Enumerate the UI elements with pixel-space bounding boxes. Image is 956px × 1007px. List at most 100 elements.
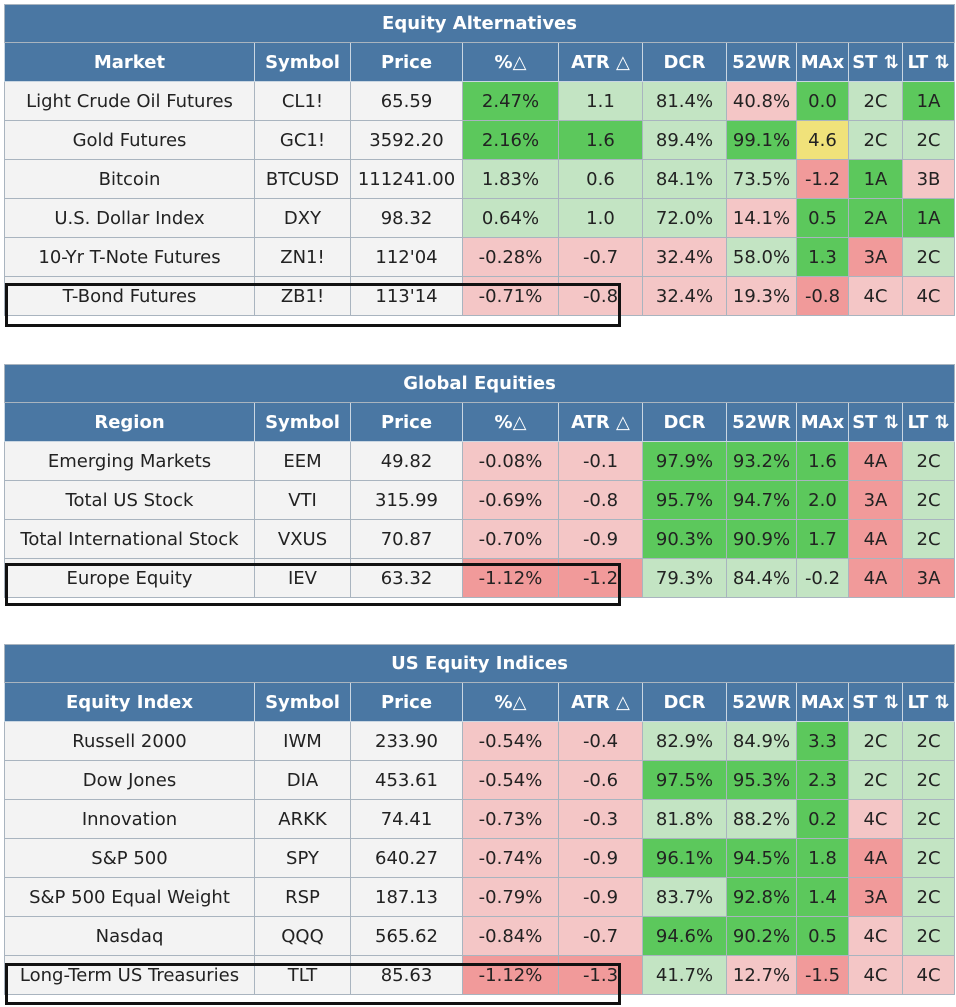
dcr-cell: 83.7% [642, 877, 727, 917]
pct-change-cell: -0.08% [462, 441, 559, 481]
name-cell: Nasdaq [4, 916, 255, 956]
column-header[interactable]: Market [4, 42, 255, 82]
price-cell: 85.63 [350, 955, 463, 995]
52wr-cell: 90.2% [726, 916, 797, 956]
column-header[interactable]: MAx [796, 682, 849, 722]
atr-change-cell: -1.2 [558, 558, 643, 598]
column-header[interactable]: Symbol [254, 42, 351, 82]
column-header[interactable]: ST ⇅ [848, 682, 903, 722]
table-row: Dow Jones DIA 453.61 -0.54% -0.6 97.5% 95.3% 2.… [4, 760, 956, 800]
column-header[interactable]: %△ [462, 42, 559, 82]
pct-change-cell: -0.28% [462, 237, 559, 277]
table-row: Long-Term US Treasuries TLT 85.63 -1.12% -1.… [4, 955, 956, 995]
52wr-cell: 58.0% [726, 237, 797, 277]
st-cell: 4A [848, 441, 903, 481]
atr-change-cell: -0.7 [558, 916, 643, 956]
table-row: S&P 500 SPY 640.27 -0.74% -0.9 96.1% 94.5% 1.8 4… [4, 838, 956, 878]
52wr-cell: 95.3% [726, 760, 797, 800]
section-us-equity-indices: US Equity Indices Equity Index Symbol Price… [3, 644, 956, 995]
column-header[interactable]: 52WR [726, 402, 797, 442]
dcr-cell: 32.4% [642, 276, 727, 316]
max-cell: 1.3 [796, 237, 849, 277]
st-cell: 4C [848, 916, 903, 956]
atr-change-cell: -0.9 [558, 519, 643, 559]
column-header[interactable]: MAx [796, 402, 849, 442]
symbol-cell: DIA [254, 760, 351, 800]
dcr-cell: 89.4% [642, 120, 727, 160]
data-table: Equity Alternatives Market Symbol Price %△ AT… [3, 4, 956, 316]
52wr-cell: 88.2% [726, 799, 797, 839]
max-cell: 2.0 [796, 480, 849, 520]
52wr-cell: 92.8% [726, 877, 797, 917]
column-header[interactable]: %△ [462, 402, 559, 442]
pct-change-cell: -0.74% [462, 838, 559, 878]
pct-change-cell: -0.70% [462, 519, 559, 559]
column-header[interactable]: DCR [642, 682, 727, 722]
column-header[interactable]: ST ⇅ [848, 402, 903, 442]
symbol-cell: QQQ [254, 916, 351, 956]
column-header[interactable]: ST ⇅ [848, 42, 903, 82]
column-header[interactable]: Region [4, 402, 255, 442]
column-header[interactable]: MAx [796, 42, 849, 82]
atr-change-cell: -0.8 [558, 480, 643, 520]
table-row: Russell 2000 IWM 233.90 -0.54% -0.4 82.9% 84.9… [4, 721, 956, 761]
max-cell: 1.6 [796, 441, 849, 481]
symbol-cell: ZN1! [254, 237, 351, 277]
lt-cell: 1A [901, 81, 956, 121]
column-header[interactable]: %△ [462, 682, 559, 722]
column-header[interactable]: LT ⇅ [901, 682, 956, 722]
column-header[interactable]: 52WR [726, 42, 797, 82]
column-header[interactable]: DCR [642, 42, 727, 82]
atr-change-cell: -0.6 [558, 760, 643, 800]
pct-change-cell: -0.54% [462, 760, 559, 800]
column-header[interactable]: Price [350, 42, 463, 82]
name-cell: Europe Equity [4, 558, 255, 598]
atr-change-cell: -0.7 [558, 237, 643, 277]
table-row: Total International Stock VXUS 70.87 -0.70%… [4, 519, 956, 559]
column-header[interactable]: Price [350, 402, 463, 442]
max-cell: -1.5 [796, 955, 849, 995]
atr-change-cell: 1.0 [558, 198, 643, 238]
atr-change-cell: -0.3 [558, 799, 643, 839]
st-cell: 4C [848, 955, 903, 995]
pct-change-cell: 1.83% [462, 159, 559, 199]
st-cell: 4A [848, 519, 903, 559]
pct-change-cell: -1.12% [462, 955, 559, 995]
st-cell: 2C [848, 760, 903, 800]
column-header[interactable]: ATR △ [558, 682, 643, 722]
symbol-cell: EEM [254, 441, 351, 481]
name-cell: Light Crude Oil Futures [4, 81, 255, 121]
name-cell: Dow Jones [4, 760, 255, 800]
lt-cell: 3A [901, 558, 956, 598]
price-cell: 315.99 [350, 480, 463, 520]
column-header[interactable]: ATR △ [558, 402, 643, 442]
data-table: US Equity Indices Equity Index Symbol Price… [3, 644, 956, 995]
pct-change-cell: -1.12% [462, 558, 559, 598]
table-row: T-Bond Futures ZB1! 113'14 -0.71% -0.8 32.4% 1… [4, 276, 956, 316]
dcr-cell: 41.7% [642, 955, 727, 995]
column-header[interactable]: Price [350, 682, 463, 722]
column-header[interactable]: LT ⇅ [901, 42, 956, 82]
price-cell: 65.59 [350, 81, 463, 121]
column-header[interactable]: 52WR [726, 682, 797, 722]
atr-change-cell: 1.1 [558, 81, 643, 121]
column-header[interactable]: Symbol [254, 682, 351, 722]
52wr-cell: 99.1% [726, 120, 797, 160]
max-cell: 0.5 [796, 916, 849, 956]
column-header[interactable]: DCR [642, 402, 727, 442]
lt-cell: 2C [901, 721, 956, 761]
symbol-cell: RSP [254, 877, 351, 917]
name-cell: Innovation [4, 799, 255, 839]
column-header[interactable]: ATR △ [558, 42, 643, 82]
dcr-cell: 97.9% [642, 441, 727, 481]
symbol-cell: ARKK [254, 799, 351, 839]
price-cell: 112'04 [350, 237, 463, 277]
price-cell: 63.32 [350, 558, 463, 598]
column-header[interactable]: Symbol [254, 402, 351, 442]
max-cell: 4.6 [796, 120, 849, 160]
symbol-cell: BTCUSD [254, 159, 351, 199]
column-header[interactable]: LT ⇅ [901, 402, 956, 442]
atr-change-cell: -0.4 [558, 721, 643, 761]
column-header[interactable]: Equity Index [4, 682, 255, 722]
st-cell: 2A [848, 198, 903, 238]
